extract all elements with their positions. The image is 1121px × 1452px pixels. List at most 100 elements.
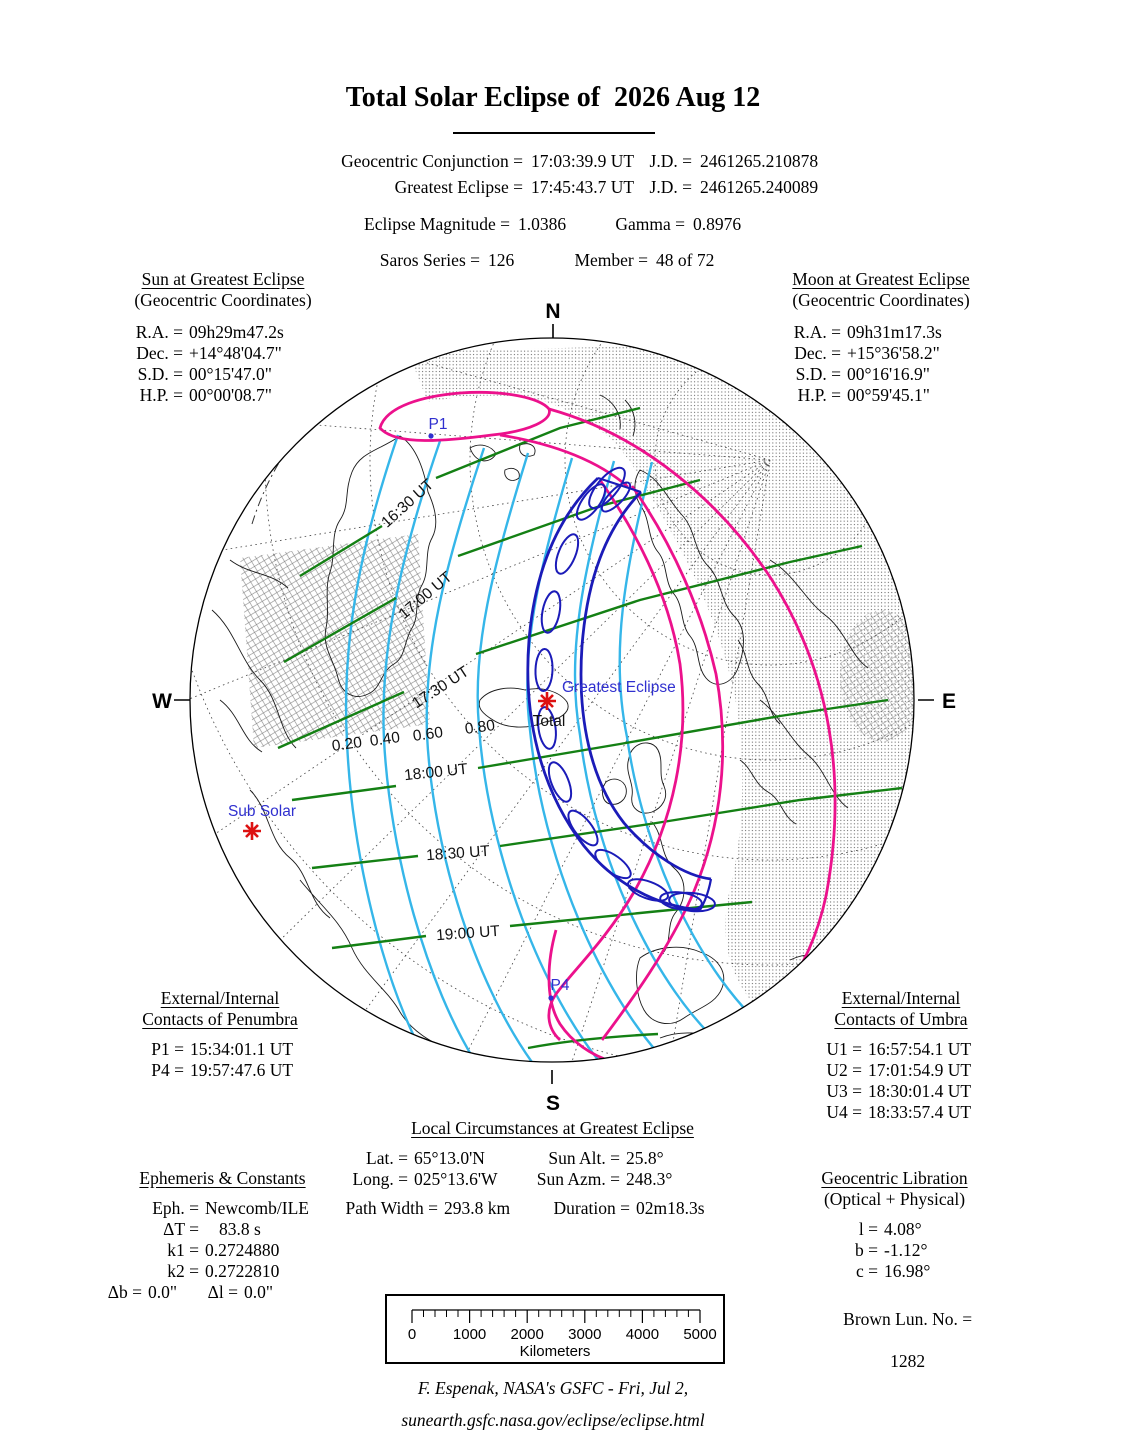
saros-row: Saros Series = 126 [360,250,520,271]
mag-label-040: 0.40 [369,729,402,750]
mag-label-060: 0.60 [412,724,445,745]
path-width-value: 293.8 km [444,1198,511,1218]
moon-sd-value: 00°16'16.9" [847,364,930,384]
moon-hp-label: H.P. = [797,385,841,405]
u2-contact-value: 17:01:54.9 UT [868,1060,972,1080]
subsolar-label: Sub Solar [228,803,296,820]
title-rule [453,132,655,134]
scale-tick-3000: 3000 [568,1326,601,1343]
libration-l-value: 4.08° [884,1219,922,1239]
lat-value: 65°13.0'N [414,1148,485,1168]
saros-value: 126 [488,250,515,270]
ephemeris-block: Ephemeris & Constants Eph. = Newcomb/ILE … [100,1168,345,1303]
u4-contact-label: U4 = [826,1102,862,1122]
p1-label: P1 [429,416,448,433]
conjunction-jd-row: J.D. = 2461265.210878 [640,151,832,172]
long-label: Long. = [352,1169,408,1189]
scale-ruler [411,1309,701,1323]
compass-east: E [942,690,956,713]
moon-dec-value: +15°36'58.2" [847,343,940,363]
p1-point [428,433,434,439]
magnitude-label: Eclipse Magnitude = [364,214,510,234]
scale-tick-1000: 1000 [453,1326,486,1343]
jd1-label: J.D. = [649,151,692,171]
libration-subtitle: (Optical + Physical) [823,1189,966,1209]
page-title: Total Solar Eclipse of 2026 Aug 12 [345,82,761,113]
eph-value: Newcomb/ILE [205,1198,309,1218]
scale-unit-label: Kilometers [520,1343,591,1360]
delta-t-value: 83.8 s [219,1219,261,1239]
compass: N S W E [152,300,956,1115]
subsolar-marker [243,822,261,840]
jd2-value: 2461265.240089 [700,177,819,197]
libration-c-value: 16.98° [884,1261,931,1281]
greatest-eclipse-time-value: 17:45:43.7 UT [531,177,635,197]
sunset-hatch-region [840,610,914,742]
path-width-label: Path Width = [345,1198,438,1218]
brown-lunation-label: Brown Lun. No. = [843,1309,973,1329]
u2-contact-label: U2 = [826,1060,862,1080]
ut-label-1630: 16:30 UT [378,476,437,532]
k2-value: 0.2722810 [205,1261,280,1281]
ut-label-1900: 19:00 UT [436,923,501,944]
duration-label: Duration = [553,1198,630,1218]
long-value: 025°13.6'W [414,1169,498,1189]
scale-tick-4000: 4000 [626,1326,659,1343]
u1-contact-label: U1 = [826,1039,862,1059]
libration-title: Geocentric Libration [821,1168,968,1188]
eph-label: Eph. = [152,1198,199,1218]
u3-contact-value: 18:30:01.4 UT [868,1081,972,1101]
k2-label: k2 = [167,1261,199,1281]
ut-label-1830: 18:30 UT [426,843,491,864]
sun-hp-label: H.P. = [139,385,183,405]
scale-tick-0: 0 [408,1326,416,1343]
greatest-eclipse-time-label: Greatest Eclipse = [394,177,523,197]
scale-tick-5000: 5000 [683,1326,716,1343]
p4-contact-label: P4 = [151,1060,184,1080]
footer-url: sunearth.gsfc.nasa.gov/eclipse/eclipse.h… [401,1410,705,1430]
p1-contact-label: P1 = [151,1039,184,1059]
libration-l-label: l = [858,1219,878,1239]
footer-credit: F. Espenak, NASA's GSFC - Fri, Jul 2, [417,1378,689,1398]
brown-lunation-value: 1282 [890,1351,926,1371]
night-shading-region [408,338,914,1047]
p4-contact-value: 19:57:47.6 UT [190,1060,294,1080]
sun-alt-value: 25.8° [626,1148,664,1168]
greatest-eclipse-marker [538,692,556,710]
member-value: 48 of 72 [656,250,715,270]
conjunction-label: Geocentric Conjunction = [341,151,523,171]
gamma-key: Gamma = [615,214,685,234]
p4-label: P4 [551,977,570,994]
compass-south: S [546,1092,560,1115]
sun-alt-label: Sun Alt. = [548,1148,620,1168]
delta-l-value: 0.0" [244,1282,274,1302]
u3-contact-label: U3 = [826,1081,862,1101]
scale-bar: 0 1000 2000 3000 4000 5000 Kilometers [385,1294,725,1364]
sun-dec-value: +14°48'04.7" [189,343,282,363]
lat-label: Lat. = [366,1148,408,1168]
sun-azm-label: Sun Azm. = [536,1169,620,1189]
magnitude-value: 1.0386 [518,214,567,234]
p1-contact-value: 15:34:01.1 UT [190,1039,294,1059]
sun-block-subtitle: (Geocentric Coordinates) [134,290,312,310]
moon-ra-value: 09h31m17.3s [847,322,942,342]
local-circumstances-title: Local Circumstances at Greatest Eclipse [411,1118,694,1138]
sun-sd-label: S.D. = [137,364,183,384]
mag-label-080: 0.80 [464,717,497,738]
member-label: Member = [574,250,648,270]
moon-block-title: Moon at Greatest Eclipse [792,269,970,289]
u1-contact-value: 16:57:54.1 UT [868,1039,972,1059]
local-circumstances-block: Local Circumstances at Greatest Eclipse … [330,1118,775,1219]
libration-b-label: b = [855,1240,878,1260]
moon-block: Moon at Greatest Eclipse (Geocentric Coo… [755,269,1007,406]
ut-label-1800: 18:00 UT [403,761,469,785]
penumbra-limit-curves [378,391,837,1062]
sun-ra-value: 09h29m47.2s [189,322,284,342]
moon-dec-label: Dec. = [794,343,841,363]
greatest-eclipse-label: Greatest Eclipse [562,679,676,696]
sun-azm-value: 248.3° [626,1169,673,1189]
penumbra-title-1: External/Internal [160,988,280,1008]
gamma-value: 0.8976 [693,214,742,234]
